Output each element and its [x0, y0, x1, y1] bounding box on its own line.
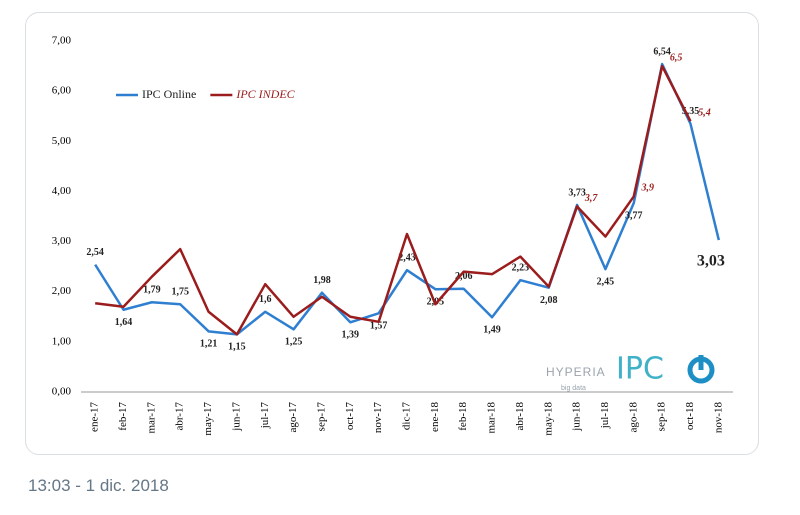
x-tick-label: abr-17 — [174, 402, 186, 431]
x-tick-label: may-18 — [542, 402, 554, 436]
x-tick-label: feb-17 — [117, 402, 129, 431]
x-tick-label: mar-18 — [486, 402, 498, 434]
data-label: 3,7 — [584, 193, 599, 204]
data-label: 5,35 — [682, 106, 700, 117]
x-tick-label: nov-17 — [372, 402, 384, 434]
y-tick-label: 6,00 — [52, 85, 72, 97]
data-label: 1,64 — [115, 317, 132, 328]
x-tick-label: ago-17 — [287, 402, 299, 433]
data-label: 1,15 — [228, 342, 246, 353]
series-line — [95, 64, 692, 336]
data-label: 6,54 — [653, 46, 671, 57]
series-line — [94, 62, 721, 336]
x-tick-label: ene-18 — [429, 402, 441, 432]
data-label: 3,73 — [568, 187, 586, 198]
logo: HYPERIA big data IPC — [546, 352, 715, 392]
data-label: 1,49 — [483, 325, 501, 336]
data-label: 6,5 — [670, 52, 683, 63]
legend-label: IPC INDEC — [235, 87, 295, 101]
x-tick-label: jun-17 — [230, 402, 242, 432]
data-label: 2,06 — [455, 271, 473, 282]
data-label: 2,54 — [86, 247, 104, 258]
data-label: 1,57 — [370, 321, 388, 332]
logo-product: IPC — [616, 352, 664, 387]
logo-brand: HYPERIA — [546, 365, 606, 379]
data-label: 3,03 — [697, 253, 725, 270]
data-label: 2,23 — [512, 262, 530, 273]
x-tick-label: sep-18 — [656, 402, 668, 432]
data-label: 1,6 — [259, 294, 272, 305]
data-label: 2,43 — [398, 252, 416, 263]
data-label: 2,45 — [597, 276, 615, 287]
y-tick-label: 3,00 — [52, 235, 72, 247]
y-tick-label: 7,00 — [52, 35, 72, 47]
data-label: 1,25 — [285, 337, 303, 348]
tweet-card: HYPERIA big data IPC 0,00 1,00 2,00 3,00 4,0… — [25, 12, 759, 455]
data-label: 1,79 — [143, 285, 161, 296]
data-label: 1,98 — [313, 275, 331, 286]
chart: HYPERIA big data IPC 0,00 1,00 2,00 3,00 4,0… — [52, 35, 733, 436]
data-label: 1,39 — [342, 330, 360, 341]
y-tick-label: 4,00 — [52, 185, 72, 197]
x-tick-label: oct-18 — [684, 402, 696, 431]
x-tick-label: oct-17 — [344, 402, 356, 431]
x-tick-label: nov-18 — [712, 402, 724, 434]
legend-label: IPC Online — [142, 87, 196, 101]
data-label: 3,77 — [625, 210, 643, 221]
data-label: 1,21 — [200, 339, 218, 350]
x-tick-label: dic-17 — [401, 402, 413, 431]
y-tick-label: 1,00 — [52, 335, 72, 347]
data-label: 3,9 — [641, 183, 655, 194]
x-tick-label: sep-17 — [315, 402, 327, 432]
x-tick-label: abr-18 — [514, 402, 526, 431]
x-tick-label: ene-17 — [89, 402, 101, 432]
x-tick-label: jul-18 — [599, 402, 611, 430]
x-tick-label: feb-18 — [457, 402, 469, 431]
x-tick-label: jul-17 — [259, 402, 271, 430]
data-label: 5,4 — [698, 108, 711, 119]
x-tick-label: ago-18 — [627, 402, 639, 433]
y-tick-label: 0,00 — [52, 386, 72, 398]
data-label: 1,75 — [171, 287, 189, 298]
y-tick-label: 5,00 — [52, 135, 72, 147]
x-tick-label: may-17 — [202, 402, 214, 436]
x-tick-label: mar-17 — [145, 402, 157, 434]
x-tick-label: jun-18 — [571, 402, 583, 432]
timestamp: 13:03 - 1 dic. 2018 — [28, 476, 169, 495]
y-tick-label: 2,00 — [52, 285, 72, 297]
data-label: 2,08 — [540, 295, 558, 306]
logo-tagline: big data — [561, 385, 586, 392]
